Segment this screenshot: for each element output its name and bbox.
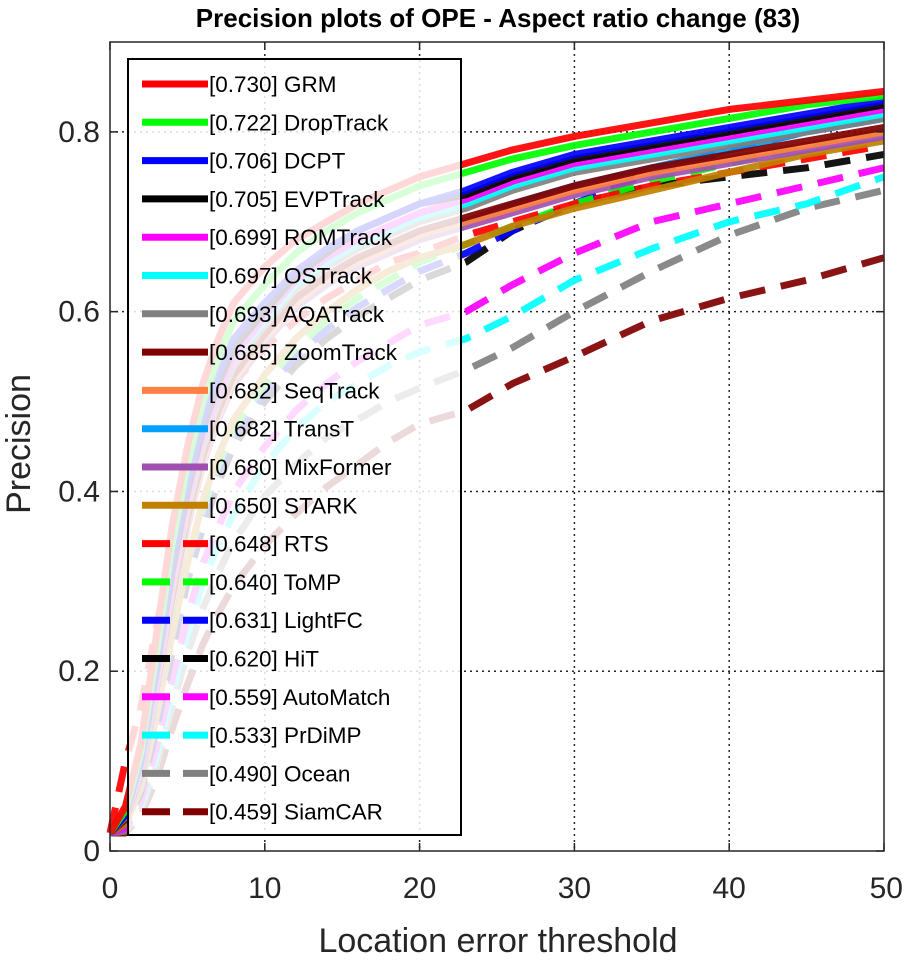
y-tick-label: 0.6 xyxy=(58,296,100,329)
legend-entry: [0.697] OSTrack xyxy=(209,264,373,289)
legend-entry: [0.533] PrDiMP xyxy=(209,723,362,748)
x-tick-label: 20 xyxy=(403,872,436,905)
chart-title: Precision plots of OPE - Aspect ratio ch… xyxy=(196,3,800,33)
legend-entry: [0.705] EVPTrack xyxy=(209,187,385,212)
legend-entry: [0.682] SeqTrack xyxy=(209,378,380,403)
series-line xyxy=(106,141,885,834)
plot-frame xyxy=(109,41,885,852)
y-tick-label: 0 xyxy=(83,835,100,868)
legend-entry: [0.459] SiamCAR xyxy=(209,800,383,825)
legend-entry: [0.680] MixFormer xyxy=(209,455,392,480)
legend-entry: [0.490] Ocean xyxy=(209,761,350,786)
y-tick-label: 0.4 xyxy=(58,475,100,508)
x-tick-label: 10 xyxy=(248,872,281,905)
legend-entry: [0.650] STARK xyxy=(209,493,357,518)
y-tick-label: 0.2 xyxy=(58,655,100,688)
legend-box xyxy=(127,58,462,836)
legend-entry: [0.648] RTS xyxy=(209,532,329,557)
legend-entry: [0.706] DCPT xyxy=(209,149,346,174)
legend-entry: [0.693] AQATrack xyxy=(209,302,385,327)
legend-entry: [0.682] TransT xyxy=(209,417,354,442)
x-tick-label: 0 xyxy=(102,872,119,905)
legend-entry: [0.699] ROMTrack xyxy=(209,225,393,250)
legend-entry: [0.685] ZoomTrack xyxy=(209,340,398,365)
legend-entry: [0.730] GRM xyxy=(209,72,337,97)
legend-entry: [0.631] LightFC xyxy=(209,608,363,633)
legend-entry: [0.722] DropTrack xyxy=(209,110,389,135)
y-axis-label: Precision xyxy=(0,374,38,514)
legend-entry: [0.640] ToMP xyxy=(209,570,341,595)
legend-entry: [0.620] HiT xyxy=(209,647,319,672)
x-tick-label: 40 xyxy=(713,872,746,905)
x-tick-label: 30 xyxy=(558,872,591,905)
x-tick-label: 50 xyxy=(870,872,903,905)
x-axis-label: Location error threshold xyxy=(318,922,677,960)
legend: [0.730] GRM [0.722] DropTrack [0.706] DCPT… xyxy=(127,58,462,836)
y-tick-label: 0.8 xyxy=(58,116,100,149)
axis-ticks: 0 10 20 30 40 50 0 0.2 0.4 0.6 0.8 xyxy=(58,42,903,905)
legend-entry: [0.559] AutoMatch xyxy=(209,685,390,710)
